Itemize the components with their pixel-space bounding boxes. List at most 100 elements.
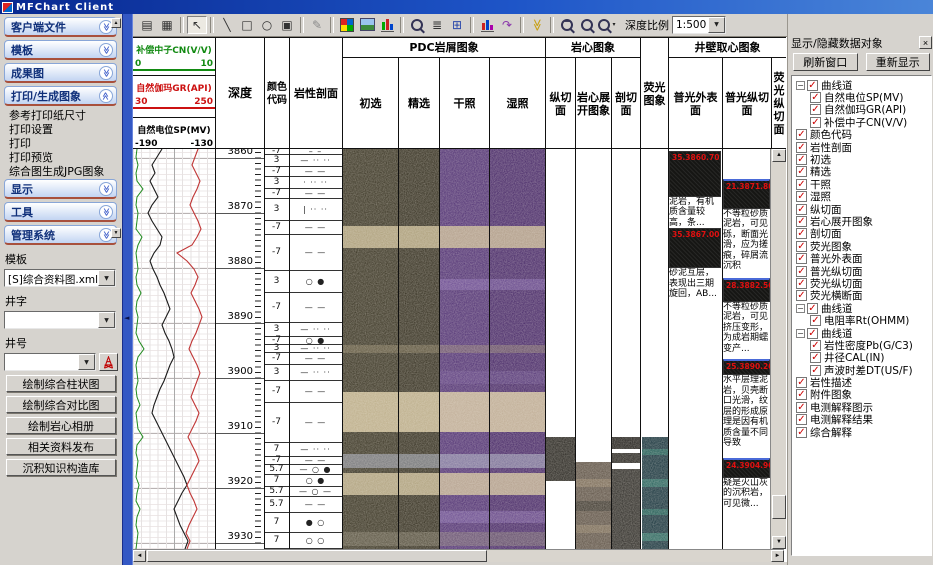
core-photo-item[interactable]: 35.3867.00 砂泥互层，表现出三期旋回，AB... bbox=[669, 228, 721, 300]
checkbox-checked[interactable]: ✓ bbox=[796, 253, 807, 265]
core-photo-item[interactable]: 24.3904.90 疑是火山灰的沉积岩，可见微... bbox=[723, 457, 770, 510]
sidebar-section-header[interactable]: 打印/生成图象 ≫ bbox=[4, 86, 117, 106]
tree-item[interactable]: ✓ 自然电位SP(MV) bbox=[794, 91, 931, 104]
tree-item[interactable]: ✓ 荧光纵切面 bbox=[794, 277, 931, 290]
checkbox-checked[interactable]: ✓ bbox=[796, 277, 807, 289]
tree-item[interactable]: ✓ 声波时差DT(US/F) bbox=[794, 364, 931, 377]
sidebar-section-header[interactable]: 管理系统 ≫ bbox=[4, 225, 117, 245]
action-button[interactable]: 相关资料发布 bbox=[6, 438, 116, 455]
ellipse-button[interactable]: ○ bbox=[257, 16, 277, 34]
checkbox-checked[interactable]: ✓ bbox=[810, 116, 821, 128]
tree-item[interactable]: − ✓ 曲线道 bbox=[794, 79, 931, 92]
checkbox-checked[interactable]: ✓ bbox=[796, 240, 807, 252]
chevron-down-icon[interactable]: ▼ bbox=[98, 312, 115, 328]
scrollbar-thumb[interactable] bbox=[147, 549, 487, 562]
double-chevron-button[interactable]: ≫ bbox=[527, 16, 547, 34]
tree-item[interactable]: ✓ 岩性描述 bbox=[794, 376, 931, 389]
collapse-icon[interactable]: − bbox=[796, 303, 805, 313]
tree-item[interactable]: ✓ 自然伽玛GR(API) bbox=[794, 104, 931, 116]
checkbox-checked[interactable]: ✓ bbox=[807, 79, 818, 91]
checkbox-checked[interactable]: ✓ bbox=[796, 228, 807, 240]
checkbox-checked[interactable]: ✓ bbox=[807, 302, 818, 314]
chart-export-button[interactable] bbox=[377, 16, 397, 34]
save-button[interactable]: ▦ bbox=[157, 16, 177, 34]
zoom-in-button[interactable] bbox=[577, 16, 597, 34]
chevron-down-icon[interactable]: ▼ bbox=[708, 16, 725, 33]
checkbox-checked[interactable]: ✓ bbox=[796, 401, 807, 413]
checkbox-checked[interactable]: ✓ bbox=[810, 339, 821, 351]
checkbox-checked[interactable]: ✓ bbox=[796, 203, 807, 215]
sidebar-item[interactable]: 综合图生成JPG图象 bbox=[9, 165, 105, 178]
checkbox-checked[interactable]: ✓ bbox=[796, 265, 807, 277]
scroll-up-button[interactable]: ▲ bbox=[772, 148, 786, 162]
sidebar-section-header[interactable]: 工具 ≫ bbox=[4, 202, 117, 222]
core-photo-item[interactable]: 35.3860.70 泥岩，有机质含量较高，条... bbox=[669, 150, 721, 229]
bar-chart-button[interactable] bbox=[477, 16, 497, 34]
tree-item[interactable]: ✓ 干照 bbox=[794, 178, 931, 191]
tree-item[interactable]: ✓ 颜色代码 bbox=[794, 129, 931, 141]
sidebar-section-header[interactable]: 显示 ≫ bbox=[4, 179, 117, 199]
sidebar-item[interactable]: 打印预览 bbox=[9, 151, 53, 164]
tree-item[interactable]: ✓ 普光外表面 bbox=[794, 252, 931, 265]
cursor-button[interactable]: ↖ bbox=[187, 15, 207, 34]
depth-scale-combobox[interactable]: 1:500 ▼ bbox=[672, 15, 726, 34]
action-button[interactable]: 绘制岩心相册 bbox=[6, 417, 116, 434]
core-photo-item[interactable]: 25.3890.20 水平层理泥岩，贝壳断口光滑，纹层的形成原理是因有机质含量不同… bbox=[723, 359, 770, 449]
tree-item[interactable]: ✓ 电测解释图示 bbox=[794, 401, 931, 414]
redisplay-button[interactable]: 重新显示 bbox=[865, 53, 930, 71]
splitter[interactable]: ◄ bbox=[122, 14, 133, 565]
tree-item[interactable]: ✓ 荧光横断面 bbox=[794, 290, 931, 302]
export-button[interactable]: ▤ bbox=[137, 16, 157, 34]
scroll-left-button[interactable]: ◄ bbox=[133, 549, 146, 562]
sidebar-section-header[interactable]: 客户端文件 ≫ bbox=[4, 17, 117, 37]
brush-button[interactable]: ✎ bbox=[307, 16, 327, 34]
sidebar-section-header[interactable]: 成果图 ≫ bbox=[4, 63, 117, 83]
sidebar-item[interactable]: 参考打印纸尺寸 bbox=[9, 109, 86, 122]
line-button[interactable]: ╲ bbox=[217, 16, 237, 34]
tree-item[interactable]: ✓ 荧光图象 bbox=[794, 240, 931, 253]
tree-item[interactable]: ✓ 岩心展开图象 bbox=[794, 215, 931, 228]
checkbox-checked[interactable]: ✓ bbox=[796, 215, 807, 227]
palette-button[interactable] bbox=[337, 16, 357, 34]
vertical-scrollbar[interactable]: ▲ ▼ bbox=[770, 148, 786, 549]
tree-item[interactable]: ✓ 井径CAL(IN) bbox=[794, 352, 931, 364]
tree-item[interactable]: ✓ 剖切面 bbox=[794, 228, 931, 240]
action-button[interactable]: 绘制综合对比图 bbox=[6, 396, 116, 413]
scroll-right-button[interactable]: ► bbox=[771, 549, 784, 562]
core-photo-item[interactable]: 28.3882.50 不等粒砂质泥岩，可见挤压变形，为成岩期蠕变产... bbox=[723, 277, 770, 355]
horizontal-scrollbar[interactable]: ◄ ► bbox=[133, 548, 784, 562]
tree-item[interactable]: ✓ 湿照 bbox=[794, 191, 931, 203]
checkbox-checked[interactable]: ✓ bbox=[810, 92, 821, 104]
sidebar-scroll-up-button[interactable]: ▲ bbox=[111, 18, 121, 28]
scrollbar-thumb[interactable] bbox=[772, 494, 786, 519]
tree-item[interactable]: ✓ 初选 bbox=[794, 153, 931, 166]
zoom-menu-button[interactable]: ▾ bbox=[597, 16, 617, 34]
close-icon[interactable]: × bbox=[919, 36, 932, 49]
collapse-icon[interactable]: − bbox=[796, 328, 805, 338]
tree-item[interactable]: ✓ 电测解释结果 bbox=[794, 414, 931, 426]
checkbox-checked[interactable]: ✓ bbox=[810, 352, 821, 364]
tree-item[interactable]: − ✓ 曲线道 bbox=[794, 327, 931, 340]
picture-button[interactable] bbox=[357, 16, 377, 34]
checkbox-checked[interactable]: ✓ bbox=[796, 166, 807, 178]
checkbox-checked[interactable]: ✓ bbox=[796, 377, 807, 389]
sidebar-item[interactable]: 打印 bbox=[9, 137, 31, 150]
checkbox-checked[interactable]: ✓ bbox=[796, 426, 807, 438]
layer-search-button[interactable] bbox=[407, 16, 427, 34]
tree-item[interactable]: ✓ 岩性密度Pb(G/C3) bbox=[794, 339, 931, 352]
checkbox-checked[interactable]: ✓ bbox=[796, 154, 807, 166]
checkbox-checked[interactable]: ✓ bbox=[796, 178, 807, 190]
tree-item[interactable]: ✓ 综合解释 bbox=[794, 426, 931, 439]
rectangle-button[interactable]: □ bbox=[237, 16, 257, 34]
template-combobox[interactable]: [S]综合资料图.xml ▼ bbox=[4, 269, 116, 287]
flow-button[interactable]: ⊞ bbox=[447, 16, 467, 34]
sidebar-scroll-down-button[interactable]: ▼ bbox=[111, 228, 121, 238]
list-button[interactable]: ≣ bbox=[427, 16, 447, 34]
sidebar-section-header[interactable]: 模板 ≫ bbox=[4, 40, 117, 60]
action-button[interactable]: 绘制综合柱状图 bbox=[6, 375, 116, 392]
chevron-down-icon[interactable]: ▼ bbox=[98, 270, 115, 286]
scroll-down-button[interactable]: ▼ bbox=[772, 535, 786, 549]
action-button[interactable]: 沉积知识构造库 bbox=[6, 459, 116, 476]
checkbox-checked[interactable]: ✓ bbox=[810, 104, 821, 116]
checkbox-checked[interactable]: ✓ bbox=[810, 364, 821, 376]
